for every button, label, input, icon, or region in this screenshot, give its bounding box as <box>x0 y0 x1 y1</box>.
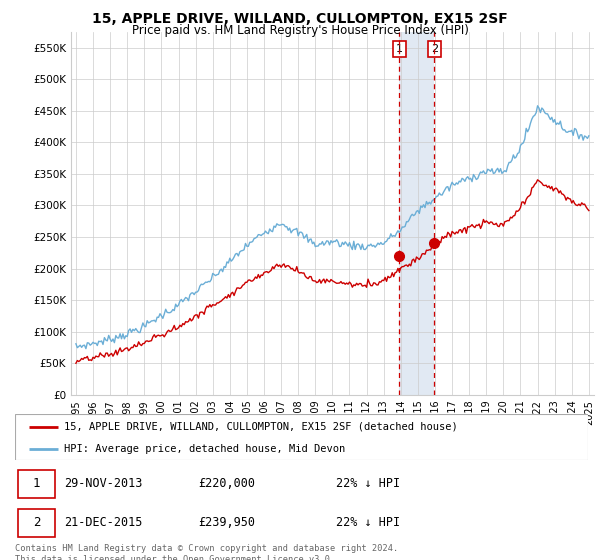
Text: 22% ↓ HPI: 22% ↓ HPI <box>336 477 400 490</box>
Text: 2: 2 <box>431 44 438 54</box>
Bar <box>399 32 434 395</box>
Text: 15, APPLE DRIVE, WILLAND, CULLOMPTON, EX15 2SF (detached house): 15, APPLE DRIVE, WILLAND, CULLOMPTON, EX… <box>64 422 457 432</box>
Text: Price paid vs. HM Land Registry's House Price Index (HPI): Price paid vs. HM Land Registry's House … <box>131 24 469 36</box>
FancyBboxPatch shape <box>18 470 55 498</box>
Text: 1: 1 <box>33 477 40 490</box>
Text: 2: 2 <box>33 516 40 529</box>
Text: 1: 1 <box>396 44 403 54</box>
Text: £220,000: £220,000 <box>199 477 256 490</box>
Text: 21-DEC-2015: 21-DEC-2015 <box>64 516 142 529</box>
Text: 15, APPLE DRIVE, WILLAND, CULLOMPTON, EX15 2SF: 15, APPLE DRIVE, WILLAND, CULLOMPTON, EX… <box>92 12 508 26</box>
Text: Contains HM Land Registry data © Crown copyright and database right 2024.
This d: Contains HM Land Registry data © Crown c… <box>15 544 398 560</box>
FancyBboxPatch shape <box>18 508 55 536</box>
Text: 29-NOV-2013: 29-NOV-2013 <box>64 477 142 490</box>
Text: 22% ↓ HPI: 22% ↓ HPI <box>336 516 400 529</box>
FancyBboxPatch shape <box>15 414 588 460</box>
Text: £239,950: £239,950 <box>199 516 256 529</box>
Text: HPI: Average price, detached house, Mid Devon: HPI: Average price, detached house, Mid … <box>64 444 345 454</box>
